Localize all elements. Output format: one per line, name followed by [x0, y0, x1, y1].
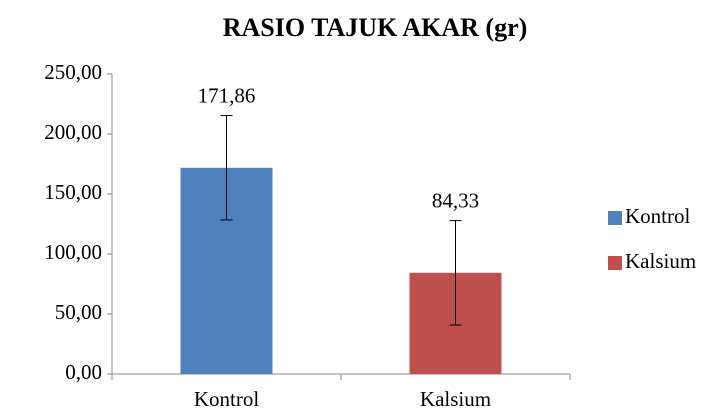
legend-label: Kontrol: [625, 204, 690, 228]
y-tick-label: 0,00: [65, 360, 102, 384]
x-tick-label: Kalsium: [420, 387, 491, 411]
y-tick-label: 50,00: [55, 300, 102, 324]
data-label: 84,33: [432, 188, 479, 212]
data-label: 171,86: [198, 83, 256, 107]
y-tick-label: 150,00: [44, 180, 102, 204]
y-tick-label: 100,00: [44, 240, 102, 264]
x-tick-label: Kontrol: [194, 387, 259, 411]
chart-title: RASIO TAJUK AKAR (gr): [223, 13, 528, 42]
legend-swatch: [608, 211, 622, 225]
legend-label: Kalsium: [625, 249, 696, 273]
y-tick-label: 250,00: [44, 60, 102, 84]
y-tick-label: 200,00: [44, 120, 102, 144]
legend-swatch: [608, 256, 622, 270]
